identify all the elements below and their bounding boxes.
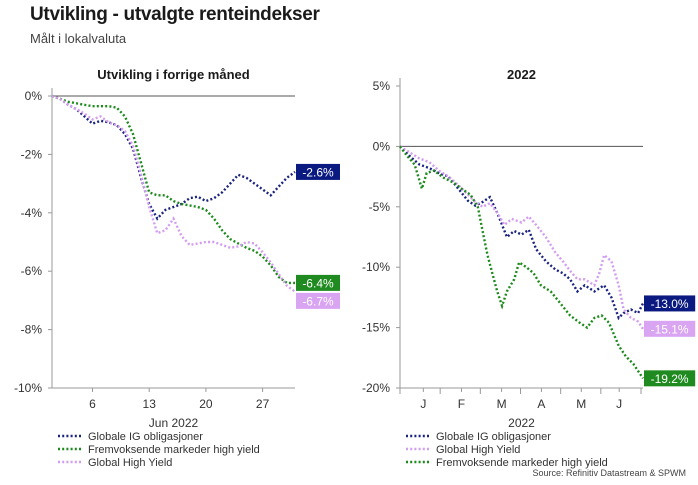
x-tick-label: F bbox=[458, 397, 465, 411]
legend-label: Global High Yield bbox=[88, 457, 172, 469]
y-tick-label: -5% bbox=[369, 200, 391, 214]
y-tick-label: 0% bbox=[373, 139, 391, 153]
y-tick-label: -6% bbox=[21, 264, 43, 278]
y-tick-label: -20% bbox=[362, 381, 390, 395]
legend-label: Global High Yield bbox=[436, 444, 520, 456]
series-line bbox=[51, 94, 296, 221]
end-value-label: -2.6% bbox=[302, 165, 334, 179]
x-tick-label: M bbox=[497, 397, 507, 411]
x-tick-label: 20 bbox=[199, 397, 213, 411]
x-tick-label: 27 bbox=[256, 397, 270, 411]
end-value-label: -15.1% bbox=[651, 322, 689, 336]
legend-label: Globale IG obligasjoner bbox=[88, 431, 203, 443]
end-value-label: -13.0% bbox=[651, 297, 689, 311]
y-tick-label: 0% bbox=[25, 89, 43, 103]
end-value-badge bbox=[644, 320, 696, 337]
legend-label: Fremvoksende markeder high yield bbox=[436, 457, 608, 469]
y-tick-label: -15% bbox=[362, 321, 390, 335]
series-line bbox=[399, 145, 644, 379]
legend-label: Fremvoksende markeder high yield bbox=[88, 444, 260, 456]
legend-label: Globale IG obligasjoner bbox=[436, 431, 551, 443]
end-value-badge bbox=[296, 163, 340, 180]
source-note: Source: Refinitiv Datastream & SPWM bbox=[532, 468, 686, 478]
x-axis-label: Jun 2022 bbox=[149, 416, 199, 430]
y-tick-label: -2% bbox=[21, 147, 43, 161]
y-tick-label: -10% bbox=[362, 260, 390, 274]
x-tick-label: 13 bbox=[143, 397, 157, 411]
x-tick-label: M bbox=[576, 397, 586, 411]
series-line bbox=[399, 145, 645, 321]
end-value-badge bbox=[296, 292, 340, 309]
series-line bbox=[399, 145, 644, 330]
y-tick-label: 5% bbox=[373, 79, 391, 93]
x-axis-label: 2022 bbox=[508, 416, 535, 430]
end-value-badge bbox=[644, 370, 696, 387]
end-value-label: -6.4% bbox=[302, 276, 334, 290]
end-value-badge bbox=[296, 274, 340, 291]
y-tick-label: -8% bbox=[21, 323, 43, 337]
x-tick-label: A bbox=[537, 397, 545, 411]
y-tick-label: -4% bbox=[21, 206, 43, 220]
series-line bbox=[51, 94, 296, 293]
series-line bbox=[51, 94, 295, 285]
page-subtitle: Målt i lokalvaluta bbox=[30, 31, 127, 46]
chart-title: 2022 bbox=[507, 67, 536, 82]
x-tick-label: J bbox=[616, 397, 622, 411]
x-tick-label: J bbox=[420, 397, 426, 411]
end-value-label: -6.7% bbox=[302, 294, 334, 308]
x-tick-label: 6 bbox=[89, 397, 96, 411]
page-title: Utvikling - utvalgte renteindekser bbox=[30, 4, 320, 25]
end-value-label: -19.2% bbox=[651, 372, 689, 386]
end-value-badge bbox=[644, 295, 696, 312]
chart-title: Utvikling i forrige måned bbox=[97, 67, 249, 82]
y-tick-label: -10% bbox=[14, 381, 42, 395]
